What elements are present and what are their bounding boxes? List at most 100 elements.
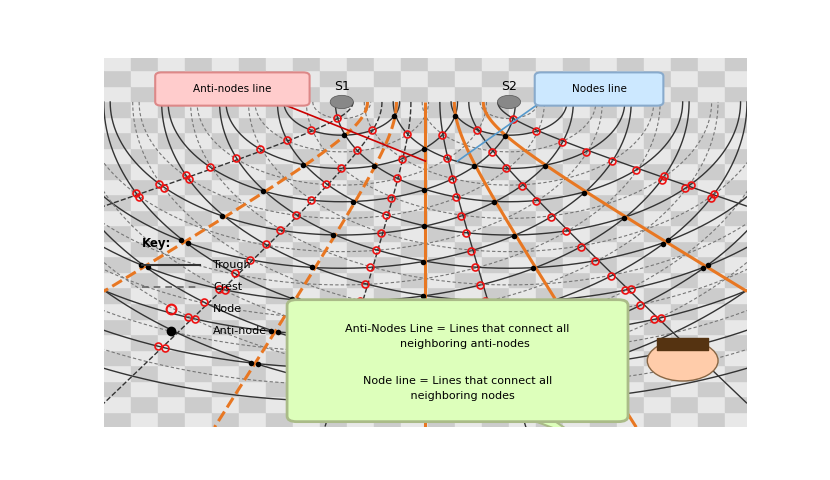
Bar	[590, 179, 617, 194]
Bar	[482, 319, 509, 334]
Bar	[563, 241, 590, 256]
Bar	[698, 210, 725, 226]
Bar	[752, 288, 779, 303]
Bar	[239, 288, 266, 303]
Bar	[671, 86, 698, 101]
FancyBboxPatch shape	[287, 300, 628, 421]
Bar	[212, 381, 239, 396]
Bar	[509, 334, 536, 349]
Bar	[347, 334, 374, 349]
Bar	[266, 163, 293, 179]
Bar	[509, 241, 536, 256]
Bar	[104, 256, 131, 272]
Bar	[212, 86, 239, 101]
Bar	[266, 70, 293, 86]
Bar	[266, 396, 293, 412]
Bar	[131, 365, 158, 381]
Bar	[131, 210, 158, 226]
Text: Crest: Crest	[213, 282, 242, 292]
Bar	[509, 365, 536, 381]
Bar	[536, 148, 563, 163]
Bar	[428, 241, 455, 256]
Bar	[158, 101, 185, 117]
Bar	[617, 241, 644, 256]
Bar	[185, 272, 212, 288]
Bar	[104, 319, 131, 334]
Bar	[644, 55, 671, 70]
Bar	[347, 396, 374, 412]
Bar	[347, 148, 374, 163]
Bar	[401, 117, 428, 132]
Bar	[725, 288, 752, 303]
Bar	[671, 210, 698, 226]
Bar	[563, 381, 590, 396]
Bar	[752, 194, 779, 210]
Bar	[752, 226, 779, 241]
Bar	[455, 101, 482, 117]
Bar	[185, 39, 212, 55]
Bar	[212, 256, 239, 272]
Bar	[482, 148, 509, 163]
Bar	[104, 132, 131, 148]
Text: Nodes line: Nodes line	[572, 84, 627, 94]
Bar	[104, 334, 131, 349]
Bar	[455, 241, 482, 256]
Bar	[671, 412, 698, 427]
Bar	[563, 334, 590, 349]
Bar	[104, 412, 131, 427]
Bar	[347, 241, 374, 256]
Bar	[725, 365, 752, 381]
Bar	[266, 303, 293, 319]
Bar	[644, 101, 671, 117]
Bar	[266, 86, 293, 101]
Bar	[158, 148, 185, 163]
Bar	[428, 256, 455, 272]
Bar	[374, 194, 401, 210]
Bar	[266, 381, 293, 396]
Bar	[320, 365, 347, 381]
Bar	[590, 194, 617, 210]
Bar	[104, 303, 131, 319]
Bar	[752, 256, 779, 272]
Bar	[590, 148, 617, 163]
Bar	[239, 256, 266, 272]
Bar	[752, 86, 779, 101]
Bar	[536, 70, 563, 86]
Bar	[131, 179, 158, 194]
Bar	[617, 148, 644, 163]
Bar	[212, 272, 239, 288]
Bar	[455, 70, 482, 86]
Bar	[725, 86, 752, 101]
Bar	[347, 86, 374, 101]
Bar	[320, 101, 347, 117]
Bar	[320, 303, 347, 319]
Bar	[374, 39, 401, 55]
Bar	[455, 210, 482, 226]
Bar	[725, 412, 752, 427]
Bar	[347, 163, 374, 179]
Bar	[644, 272, 671, 288]
Bar	[563, 256, 590, 272]
Bar	[131, 396, 158, 412]
Bar	[104, 349, 131, 365]
Bar	[482, 55, 509, 70]
Bar	[374, 148, 401, 163]
Bar	[563, 288, 590, 303]
Bar	[104, 39, 131, 55]
Bar	[671, 179, 698, 194]
Bar	[536, 319, 563, 334]
Bar	[590, 349, 617, 365]
Bar	[644, 319, 671, 334]
Bar	[752, 163, 779, 179]
Bar	[158, 396, 185, 412]
Bar	[671, 241, 698, 256]
Bar	[725, 132, 752, 148]
Bar	[563, 226, 590, 241]
Bar	[131, 117, 158, 132]
Bar	[563, 163, 590, 179]
Bar	[320, 117, 347, 132]
Bar	[212, 365, 239, 381]
Bar	[590, 303, 617, 319]
Bar	[428, 179, 455, 194]
Bar	[428, 117, 455, 132]
